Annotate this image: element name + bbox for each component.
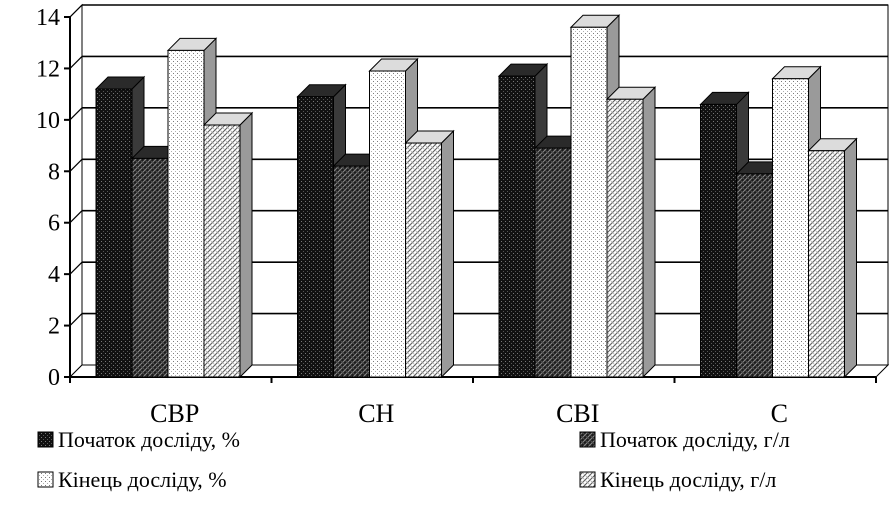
y-tick-label: 0 <box>48 365 60 391</box>
gridline-side <box>69 107 83 121</box>
gridline-side <box>69 261 83 275</box>
gridline-side <box>69 158 83 172</box>
gridline-side <box>69 210 83 224</box>
gridline-side <box>69 4 83 18</box>
legend-swatch <box>37 431 54 448</box>
gridline-side <box>69 313 83 326</box>
bar-front <box>333 165 370 378</box>
bar-front <box>498 75 536 378</box>
bar-front <box>369 70 406 378</box>
x-category-label: СВІ <box>556 399 599 428</box>
bar-front <box>606 98 644 378</box>
legend-item: Кінець досліду, % <box>37 467 227 492</box>
legend-label: Початок досліду, % <box>58 427 240 452</box>
bar <box>699 91 750 379</box>
y-tick-label: 10 <box>36 108 60 134</box>
gridline-side <box>69 56 83 69</box>
y-axis-tick-labels: 0 2 4 6 8 10 12 14 <box>36 5 60 391</box>
bar-side <box>441 129 454 379</box>
y-tick-label: 2 <box>48 314 60 340</box>
y-tick-label: 4 <box>48 262 60 288</box>
bar-side <box>642 86 656 379</box>
bar-front <box>95 88 133 378</box>
bar <box>807 137 858 379</box>
side-wall <box>69 3 83 379</box>
legend-swatch <box>579 471 596 488</box>
legend-label: Кінець досліду, % <box>58 467 227 492</box>
bar-front <box>203 124 241 378</box>
legend: Початок досліду, % Початок досліду, г/л Кі… <box>37 427 790 492</box>
bar-side <box>239 111 253 379</box>
legend-label: Кінець досліду, г/л <box>600 467 776 492</box>
y-tick-label: 12 <box>36 56 60 82</box>
legend-label: Початок досліду, г/л <box>600 427 790 452</box>
legend-item: Початок досліду, г/л <box>579 427 790 452</box>
legend-item: Початок досліду, % <box>37 427 240 452</box>
bar-front <box>405 142 442 378</box>
bar-front <box>297 96 334 378</box>
bar-front <box>131 157 169 378</box>
bar <box>404 129 455 379</box>
bar-front <box>772 78 809 378</box>
legend-swatch <box>579 431 596 448</box>
x-axis-category-labels: СВР СН СВІ С <box>150 399 788 428</box>
y-tick-label: 8 <box>48 159 60 185</box>
bars <box>94 14 858 379</box>
bar-front <box>534 147 572 378</box>
bar-front <box>808 150 845 378</box>
legend-swatch <box>37 471 54 488</box>
y-tick-label: 6 <box>48 211 60 237</box>
x-category-label: СН <box>358 399 394 428</box>
bar-front <box>736 173 773 378</box>
y-tick-label: 14 <box>36 5 60 31</box>
legend-item: Кінець досліду, г/л <box>579 467 776 492</box>
bar-front <box>570 26 608 378</box>
x-category-label: СВР <box>150 399 199 428</box>
bar-side <box>844 137 857 379</box>
x-category-label: С <box>771 399 788 428</box>
bar-front <box>700 103 737 378</box>
bar <box>605 86 657 379</box>
bar-front <box>167 49 205 378</box>
bar <box>202 111 254 379</box>
